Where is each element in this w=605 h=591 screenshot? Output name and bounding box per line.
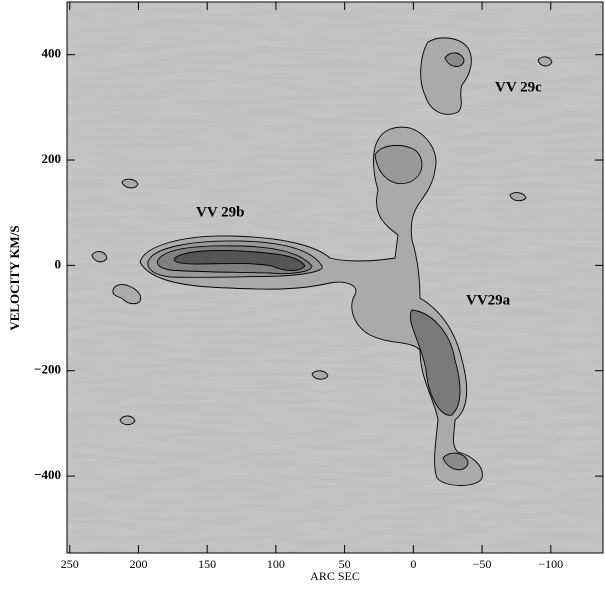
y-tick-label: 0 (55, 256, 62, 271)
y-tick-label: −400 (34, 467, 61, 482)
x-tick-label: 250 (61, 557, 79, 571)
plot-frame (66, 1, 604, 554)
y-tick-label: −200 (34, 362, 61, 377)
x-axis-label: ARC SEC (310, 569, 360, 583)
contour (112, 284, 142, 305)
contour (311, 370, 329, 380)
y-tick-label: 400 (42, 46, 62, 61)
y-tick-label: 200 (42, 151, 62, 166)
contour (374, 144, 423, 184)
contour (509, 192, 527, 202)
x-tick-label: 100 (267, 557, 285, 571)
y-axis-label: VELOCITY KM/S (7, 225, 22, 330)
contour (119, 415, 136, 426)
x-tick-label: 0 (410, 557, 416, 571)
annotation: VV29a (466, 292, 511, 308)
plot-area (67, 2, 603, 553)
x-tick-label: 200 (129, 557, 147, 571)
x-tick-label: −100 (538, 557, 563, 571)
x-tick-label: −50 (473, 557, 492, 571)
contour (173, 250, 306, 271)
x-tick-label: 150 (198, 557, 216, 571)
contour (139, 126, 483, 486)
contour (444, 52, 465, 67)
x-tick-label: 50 (339, 557, 351, 571)
contour (121, 178, 139, 189)
annotation: VV 29b (196, 204, 245, 220)
contour (537, 56, 553, 67)
annotation: VV 29c (495, 79, 542, 95)
contour (91, 251, 108, 263)
contour (442, 452, 469, 471)
contour (410, 309, 461, 416)
